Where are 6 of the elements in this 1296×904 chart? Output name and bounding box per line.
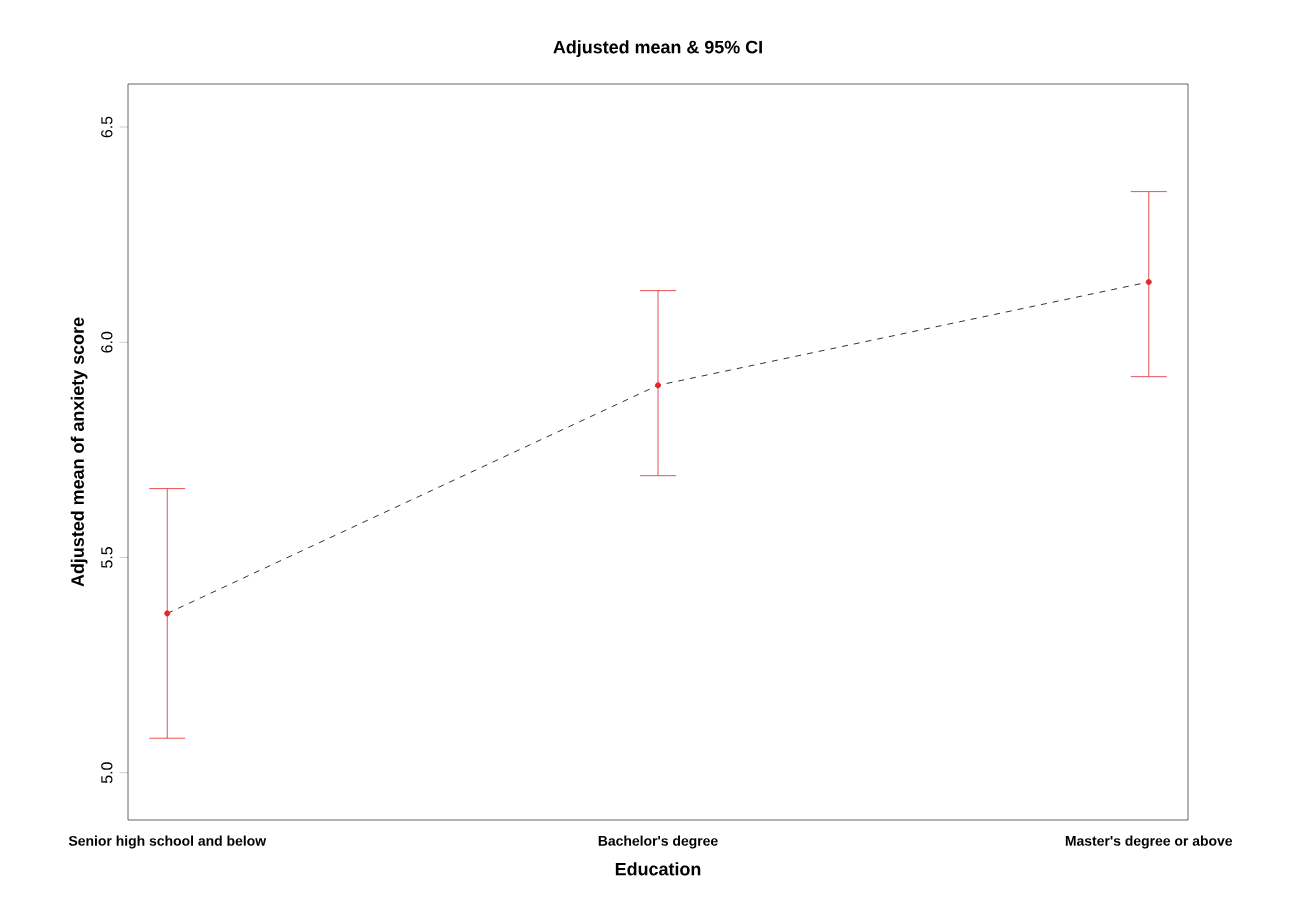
point [164, 610, 171, 617]
point [655, 382, 661, 389]
y-axis-title: Adjusted mean of anxiety score [70, 317, 88, 587]
point [1145, 278, 1152, 285]
chart-title: Adjusted mean & 95% CI [553, 40, 762, 57]
x-axis-title: Education [615, 862, 701, 876]
